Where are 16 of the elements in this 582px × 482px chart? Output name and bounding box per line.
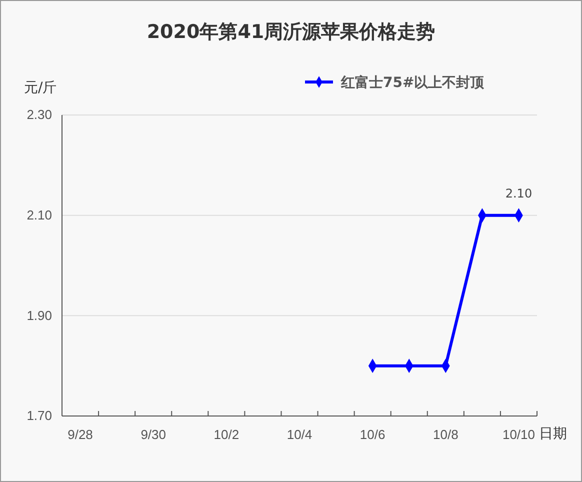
y-tick-label: 2.30	[26, 107, 52, 122]
x-tick-label: 10/10	[502, 427, 536, 442]
x-axis-title: 日期	[539, 426, 567, 442]
data-label: 2.10	[505, 186, 532, 200]
x-tick-label: 9/30	[140, 427, 166, 442]
y-tick-label: 1.70	[26, 408, 52, 424]
x-tick-label: 10/2	[214, 427, 240, 442]
y-tick-label: 1.90	[26, 308, 52, 323]
y-tick-label: 2.10	[26, 207, 52, 222]
x-tick-label: 10/6	[360, 427, 386, 442]
x-tick-label: 9/28	[68, 427, 93, 442]
x-tick-label: 10/4	[286, 427, 312, 442]
chart-title: 2020年第41周沂源苹果价格走势	[146, 21, 436, 43]
x-tick-label: 10/8	[433, 427, 458, 442]
y-axis-title: 元/斤	[24, 80, 57, 96]
legend-label: 红富士75#以上不封顶	[340, 74, 486, 91]
